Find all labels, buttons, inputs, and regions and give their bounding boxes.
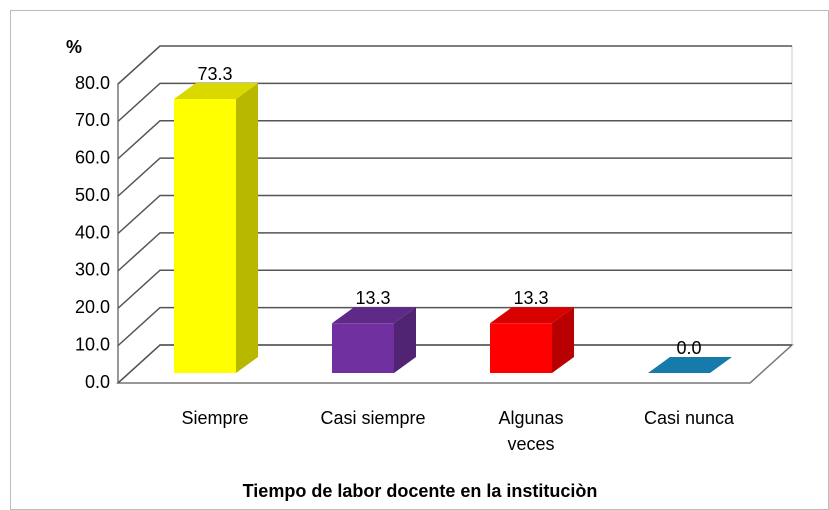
y-tick-label: 20.0 (75, 297, 110, 317)
grid-line (117, 45, 792, 85)
y-tick-label: 60.0 (75, 148, 110, 168)
y-tick-label: 40.0 (75, 222, 110, 242)
y-tick-label: 80.0 (75, 73, 110, 93)
grid-line (117, 344, 792, 384)
bar-top (332, 307, 416, 324)
bar-top (490, 307, 574, 324)
y-tick-label: 50.0 (75, 185, 110, 205)
y-axis-title: % (66, 37, 82, 57)
y-tick-label: 0.0 (85, 372, 110, 392)
grid-line (117, 306, 792, 347)
grid-line (117, 194, 792, 235)
data-label: 73.3 (197, 64, 232, 84)
grid-line (117, 120, 792, 160)
x-tick-label: Casi nunca (643, 408, 735, 428)
bar (174, 99, 236, 373)
bar-side (552, 307, 574, 373)
x-tick-label: Casi siempre (320, 408, 426, 428)
x-tick-label: Algunas veces (498, 408, 564, 454)
chart-border (10, 10, 829, 510)
bar-top (648, 357, 732, 373)
grid-line (117, 269, 792, 309)
data-label: 13.3 (513, 288, 548, 308)
grid-line (117, 157, 792, 197)
bar (490, 323, 552, 373)
data-label: 13.3 (355, 288, 390, 308)
bar-top (174, 83, 258, 100)
grid-line (117, 232, 792, 272)
bar-side (394, 307, 416, 373)
x-tick-label: Siempre (181, 408, 249, 428)
y-tick-label: 70.0 (75, 110, 110, 130)
y-tick-label: 10.0 (75, 334, 110, 354)
bar (332, 323, 394, 373)
y-tick-label: 30.0 (75, 260, 110, 280)
x-axis-title: Tiempo de labor docente en la instituciò… (243, 481, 598, 501)
data-label: 0.0 (676, 338, 701, 358)
bar-side (236, 83, 258, 373)
grid-line (117, 82, 792, 122)
